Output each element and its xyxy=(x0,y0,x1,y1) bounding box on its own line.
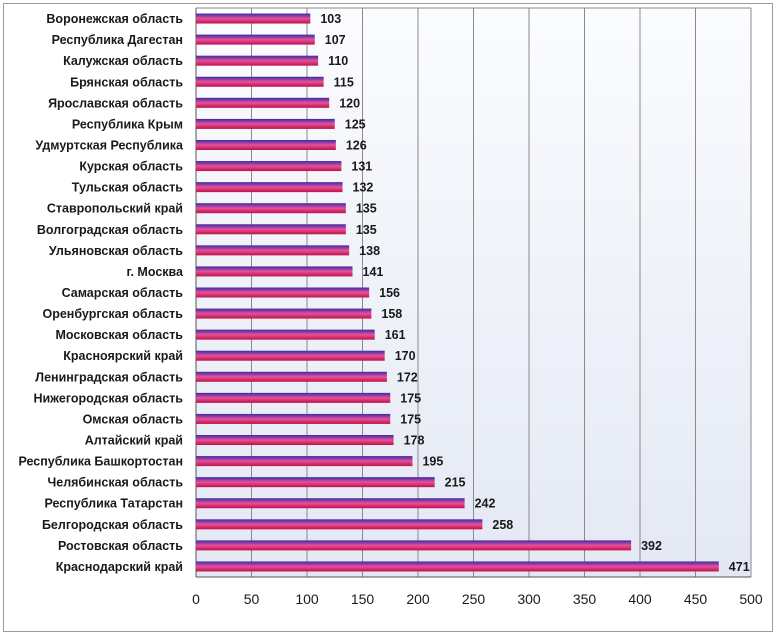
data-label: 131 xyxy=(351,160,372,174)
data-label: 115 xyxy=(334,75,354,89)
data-label: 392 xyxy=(641,539,662,553)
category-label: Красноярский край xyxy=(63,349,183,363)
category-label: Брянская область xyxy=(70,75,183,89)
data-label: 158 xyxy=(381,307,402,321)
data-label: 172 xyxy=(397,370,418,384)
category-label: Тульская область xyxy=(72,181,184,195)
data-label: 110 xyxy=(328,54,348,68)
bar xyxy=(196,161,342,172)
bar xyxy=(196,55,319,66)
bar xyxy=(196,435,394,446)
data-label: 215 xyxy=(445,476,466,490)
x-tick-label: 250 xyxy=(462,591,486,607)
bar xyxy=(196,519,483,530)
bars xyxy=(196,13,719,572)
bar xyxy=(196,266,353,277)
data-label: 135 xyxy=(356,223,377,237)
category-label: Ульяновская область xyxy=(49,244,183,258)
data-label: 135 xyxy=(356,202,377,216)
data-label: 258 xyxy=(492,518,513,532)
bar xyxy=(196,308,372,319)
category-label: Республика Дагестан xyxy=(52,33,183,47)
category-label: Калужская область xyxy=(63,54,183,68)
data-label: 120 xyxy=(339,96,360,110)
data-label: 242 xyxy=(475,497,496,511)
x-tick-label: 300 xyxy=(517,591,541,607)
category-label: Удмуртская Республика xyxy=(35,138,184,152)
bar xyxy=(196,139,336,150)
data-label: 161 xyxy=(385,328,406,342)
bar xyxy=(196,498,465,509)
bar xyxy=(196,97,330,108)
bar xyxy=(196,350,385,361)
category-label: г. Москва xyxy=(127,265,185,279)
category-label: Ярославская область xyxy=(48,96,183,110)
bar xyxy=(196,245,350,256)
data-label: 175 xyxy=(400,391,421,405)
bar xyxy=(196,540,632,551)
data-label: 107 xyxy=(325,33,346,47)
category-label: Республика Башкортостан xyxy=(18,455,183,469)
bar xyxy=(196,182,343,193)
category-label: Республика Татарстан xyxy=(44,497,183,511)
data-label: 471 xyxy=(729,560,750,574)
x-tick-label: 150 xyxy=(351,591,375,607)
x-tick-label: 100 xyxy=(295,591,319,607)
bar xyxy=(196,224,346,235)
x-tick-label: 50 xyxy=(244,591,260,607)
category-label: Ростовская область xyxy=(58,539,183,553)
x-tick-label: 450 xyxy=(684,591,708,607)
data-label: 156 xyxy=(379,286,400,300)
data-label: 141 xyxy=(363,265,384,279)
bar xyxy=(196,329,375,340)
data-label: 125 xyxy=(345,117,366,131)
bar xyxy=(196,413,391,424)
x-tick-label: 500 xyxy=(739,591,763,607)
category-label: Волгоградская область xyxy=(37,223,183,237)
x-tick-label: 400 xyxy=(628,591,652,607)
bar xyxy=(196,118,335,129)
category-label: Омская область xyxy=(83,412,184,426)
data-label: 126 xyxy=(346,138,367,152)
category-label: Самарская область xyxy=(62,286,184,300)
category-label: Воронежская область xyxy=(46,12,183,26)
data-label: 170 xyxy=(395,349,416,363)
category-label: Краснодарский край xyxy=(56,560,183,574)
data-label: 132 xyxy=(353,181,374,195)
category-label: Нижегородская область xyxy=(33,391,183,405)
data-label: 195 xyxy=(422,455,443,469)
category-label: Московская область xyxy=(55,328,183,342)
bar xyxy=(196,392,391,403)
bar xyxy=(196,13,311,24)
bar xyxy=(196,76,324,87)
category-label: Курская область xyxy=(79,160,183,174)
category-label: Алтайский край xyxy=(85,434,183,448)
data-label: 103 xyxy=(320,12,341,26)
category-label: Ставропольский край xyxy=(47,202,183,216)
category-label: Ленинградская область xyxy=(35,370,183,384)
x-tick-label: 350 xyxy=(573,591,597,607)
category-label: Республика Крым xyxy=(72,117,183,131)
bar xyxy=(196,561,719,572)
bar xyxy=(196,203,346,214)
data-label: 138 xyxy=(359,244,380,258)
bar xyxy=(196,34,315,45)
category-label: Челябинская область xyxy=(47,476,183,490)
bar xyxy=(196,287,370,298)
bar xyxy=(196,371,387,382)
bar xyxy=(196,477,435,488)
category-label: Оренбургская область xyxy=(42,307,183,321)
bar xyxy=(196,456,413,467)
data-label: 178 xyxy=(404,434,425,448)
x-tick-label: 200 xyxy=(406,591,430,607)
category-label: Белгородская область xyxy=(42,518,183,532)
x-tick-label: 0 xyxy=(192,591,200,607)
data-label: 175 xyxy=(400,412,421,426)
labels: 0 50 100 150 200 250 300 350 400 450 500 Воронежска… xyxy=(18,12,762,607)
